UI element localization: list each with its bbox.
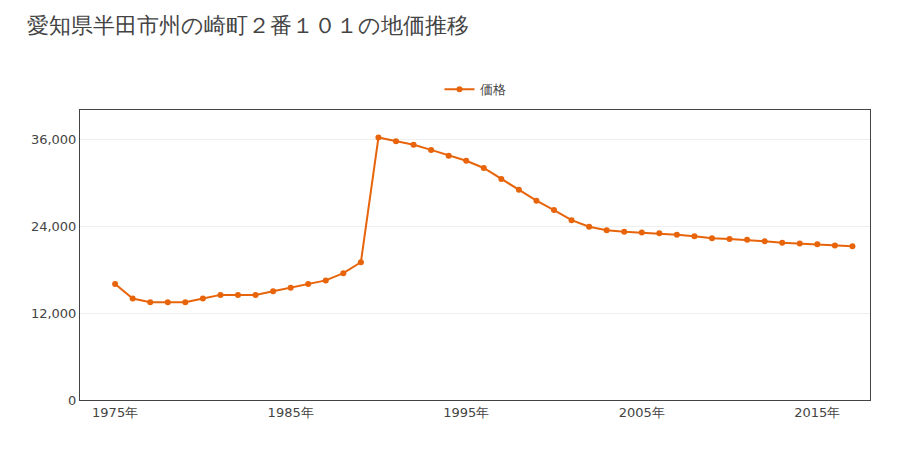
svg-text:1975年: 1975年 bbox=[92, 405, 138, 420]
svg-text:24,000: 24,000 bbox=[31, 219, 77, 234]
svg-text:1985年: 1985年 bbox=[268, 405, 314, 420]
svg-text:2015年: 2015年 bbox=[794, 405, 840, 420]
svg-text:1995年: 1995年 bbox=[443, 405, 489, 420]
svg-text:愛知県半田市州の崎町２番１０１の地価推移: 愛知県半田市州の崎町２番１０１の地価推移 bbox=[27, 13, 469, 38]
svg-text:0: 0 bbox=[68, 393, 76, 408]
svg-text:12,000: 12,000 bbox=[31, 306, 77, 321]
svg-text:2005年: 2005年 bbox=[619, 405, 665, 420]
svg-text:価格: 価格 bbox=[480, 82, 506, 97]
svg-text:36,000: 36,000 bbox=[31, 132, 77, 147]
